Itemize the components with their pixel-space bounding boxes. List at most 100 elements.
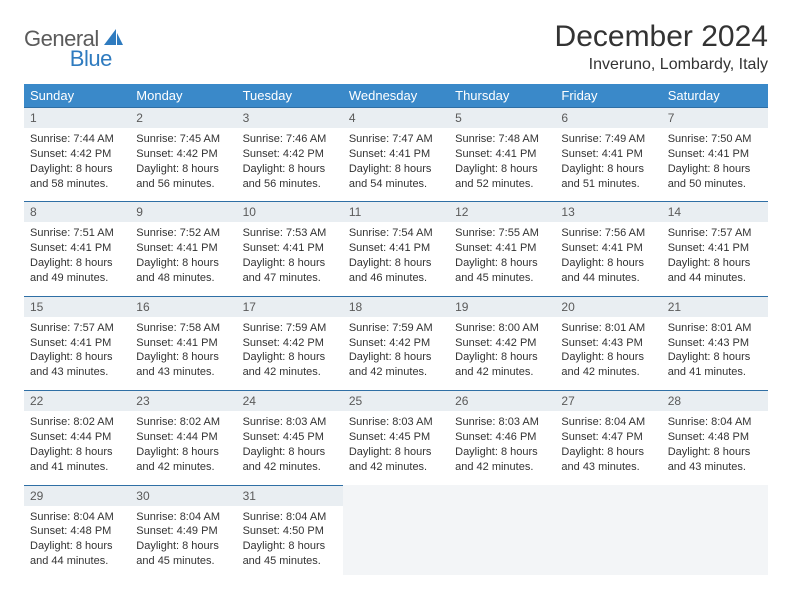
sunrise-line: Sunrise: 7:52 AM <box>136 226 230 241</box>
calendar-row: 8Sunrise: 7:51 AMSunset: 4:41 PMDaylight… <box>24 199 768 293</box>
sunset-line: Sunset: 4:44 PM <box>136 430 230 445</box>
day-number: 9 <box>130 201 236 222</box>
day-details: Sunrise: 8:02 AMSunset: 4:44 PMDaylight:… <box>24 411 130 480</box>
daylight-line: Daylight: 8 hours and 58 minutes. <box>30 162 124 192</box>
day-number: 19 <box>449 296 555 317</box>
sunset-line: Sunset: 4:50 PM <box>243 524 337 539</box>
calendar-table: Sunday Monday Tuesday Wednesday Thursday… <box>24 84 768 579</box>
weekday-header: Monday <box>130 84 236 107</box>
calendar-cell: 14Sunrise: 7:57 AMSunset: 4:41 PMDayligh… <box>662 199 768 293</box>
day-details: Sunrise: 7:54 AMSunset: 4:41 PMDaylight:… <box>343 222 449 291</box>
day-number: 10 <box>237 201 343 222</box>
sunrise-line: Sunrise: 7:46 AM <box>243 132 337 147</box>
title-block: December 2024 Inveruno, Lombardy, Italy <box>555 20 768 74</box>
day-number: 25 <box>343 390 449 411</box>
day-details: Sunrise: 7:57 AMSunset: 4:41 PMDaylight:… <box>662 222 768 291</box>
sunset-line: Sunset: 4:45 PM <box>349 430 443 445</box>
sunrise-line: Sunrise: 7:57 AM <box>668 226 762 241</box>
sunset-line: Sunset: 4:48 PM <box>30 524 124 539</box>
day-number: 29 <box>24 485 130 506</box>
daylight-line: Daylight: 8 hours and 42 minutes. <box>243 350 337 380</box>
calendar-cell: 26Sunrise: 8:03 AMSunset: 4:46 PMDayligh… <box>449 388 555 482</box>
sunset-line: Sunset: 4:42 PM <box>455 336 549 351</box>
calendar-cell: 1Sunrise: 7:44 AMSunset: 4:42 PMDaylight… <box>24 107 130 199</box>
day-details: Sunrise: 7:51 AMSunset: 4:41 PMDaylight:… <box>24 222 130 291</box>
day-number: 28 <box>662 390 768 411</box>
day-number: 2 <box>130 107 236 128</box>
sunrise-line: Sunrise: 8:00 AM <box>455 321 549 336</box>
day-details: Sunrise: 8:03 AMSunset: 4:46 PMDaylight:… <box>449 411 555 480</box>
calendar-cell: . <box>662 483 768 577</box>
header: General Blue December 2024 Inveruno, Lom… <box>24 20 768 74</box>
sunrise-line: Sunrise: 7:49 AM <box>561 132 655 147</box>
daylight-line: Daylight: 8 hours and 45 minutes. <box>455 256 549 286</box>
sunrise-line: Sunrise: 7:59 AM <box>243 321 337 336</box>
calendar-cell: 17Sunrise: 7:59 AMSunset: 4:42 PMDayligh… <box>237 294 343 388</box>
daylight-line: Daylight: 8 hours and 42 minutes. <box>455 350 549 380</box>
sunset-line: Sunset: 4:48 PM <box>668 430 762 445</box>
calendar-cell: 24Sunrise: 8:03 AMSunset: 4:45 PMDayligh… <box>237 388 343 482</box>
sunset-line: Sunset: 4:41 PM <box>455 147 549 162</box>
weekday-header: Wednesday <box>343 84 449 107</box>
day-number: 21 <box>662 296 768 317</box>
day-details: Sunrise: 7:59 AMSunset: 4:42 PMDaylight:… <box>343 317 449 386</box>
sunset-line: Sunset: 4:41 PM <box>561 241 655 256</box>
sunrise-line: Sunrise: 8:02 AM <box>136 415 230 430</box>
calendar-cell: . <box>555 483 661 577</box>
calendar-cell: 16Sunrise: 7:58 AMSunset: 4:41 PMDayligh… <box>130 294 236 388</box>
sunrise-line: Sunrise: 8:04 AM <box>136 510 230 525</box>
sunset-line: Sunset: 4:41 PM <box>30 336 124 351</box>
sunrise-line: Sunrise: 8:01 AM <box>561 321 655 336</box>
day-details: Sunrise: 7:48 AMSunset: 4:41 PMDaylight:… <box>449 128 555 197</box>
day-number: 14 <box>662 201 768 222</box>
day-number: 16 <box>130 296 236 317</box>
day-details: Sunrise: 7:45 AMSunset: 4:42 PMDaylight:… <box>130 128 236 197</box>
calendar-cell: 8Sunrise: 7:51 AMSunset: 4:41 PMDaylight… <box>24 199 130 293</box>
sunset-line: Sunset: 4:41 PM <box>668 241 762 256</box>
calendar-cell: 25Sunrise: 8:03 AMSunset: 4:45 PMDayligh… <box>343 388 449 482</box>
month-title: December 2024 <box>555 20 768 54</box>
day-details: Sunrise: 7:49 AMSunset: 4:41 PMDaylight:… <box>555 128 661 197</box>
location-label: Inveruno, Lombardy, Italy <box>555 56 768 74</box>
day-number: 6 <box>555 107 661 128</box>
sunrise-line: Sunrise: 8:03 AM <box>243 415 337 430</box>
sunrise-line: Sunrise: 7:50 AM <box>668 132 762 147</box>
sunrise-line: Sunrise: 7:56 AM <box>561 226 655 241</box>
calendar-cell: 6Sunrise: 7:49 AMSunset: 4:41 PMDaylight… <box>555 107 661 199</box>
calendar-cell: 9Sunrise: 7:52 AMSunset: 4:41 PMDaylight… <box>130 199 236 293</box>
sunrise-line: Sunrise: 7:53 AM <box>243 226 337 241</box>
sunrise-line: Sunrise: 8:04 AM <box>668 415 762 430</box>
sunset-line: Sunset: 4:41 PM <box>349 241 443 256</box>
sunrise-line: Sunrise: 7:59 AM <box>349 321 443 336</box>
day-number: 20 <box>555 296 661 317</box>
sunrise-line: Sunrise: 7:47 AM <box>349 132 443 147</box>
sunset-line: Sunset: 4:41 PM <box>349 147 443 162</box>
sunset-line: Sunset: 4:41 PM <box>30 241 124 256</box>
day-number: 7 <box>662 107 768 128</box>
daylight-line: Daylight: 8 hours and 46 minutes. <box>349 256 443 286</box>
sunset-line: Sunset: 4:42 PM <box>243 336 337 351</box>
day-number: 27 <box>555 390 661 411</box>
calendar-cell: 20Sunrise: 8:01 AMSunset: 4:43 PMDayligh… <box>555 294 661 388</box>
sunrise-line: Sunrise: 8:03 AM <box>455 415 549 430</box>
day-number: 18 <box>343 296 449 317</box>
day-number: 11 <box>343 201 449 222</box>
calendar-cell: 11Sunrise: 7:54 AMSunset: 4:41 PMDayligh… <box>343 199 449 293</box>
calendar-cell: 18Sunrise: 7:59 AMSunset: 4:42 PMDayligh… <box>343 294 449 388</box>
day-details: Sunrise: 8:02 AMSunset: 4:44 PMDaylight:… <box>130 411 236 480</box>
day-details: Sunrise: 8:03 AMSunset: 4:45 PMDaylight:… <box>237 411 343 480</box>
calendar-cell: 4Sunrise: 7:47 AMSunset: 4:41 PMDaylight… <box>343 107 449 199</box>
weekday-header: Saturday <box>662 84 768 107</box>
daylight-line: Daylight: 8 hours and 52 minutes. <box>455 162 549 192</box>
sunrise-line: Sunrise: 7:57 AM <box>30 321 124 336</box>
sunrise-line: Sunrise: 8:04 AM <box>30 510 124 525</box>
daylight-line: Daylight: 8 hours and 42 minutes. <box>561 350 655 380</box>
daylight-line: Daylight: 8 hours and 43 minutes. <box>136 350 230 380</box>
calendar-cell: 23Sunrise: 8:02 AMSunset: 4:44 PMDayligh… <box>130 388 236 482</box>
daylight-line: Daylight: 8 hours and 47 minutes. <box>243 256 337 286</box>
day-details: Sunrise: 7:59 AMSunset: 4:42 PMDaylight:… <box>237 317 343 386</box>
sunset-line: Sunset: 4:42 PM <box>136 147 230 162</box>
sunset-line: Sunset: 4:42 PM <box>243 147 337 162</box>
day-number: 13 <box>555 201 661 222</box>
calendar-cell: 31Sunrise: 8:04 AMSunset: 4:50 PMDayligh… <box>237 483 343 577</box>
